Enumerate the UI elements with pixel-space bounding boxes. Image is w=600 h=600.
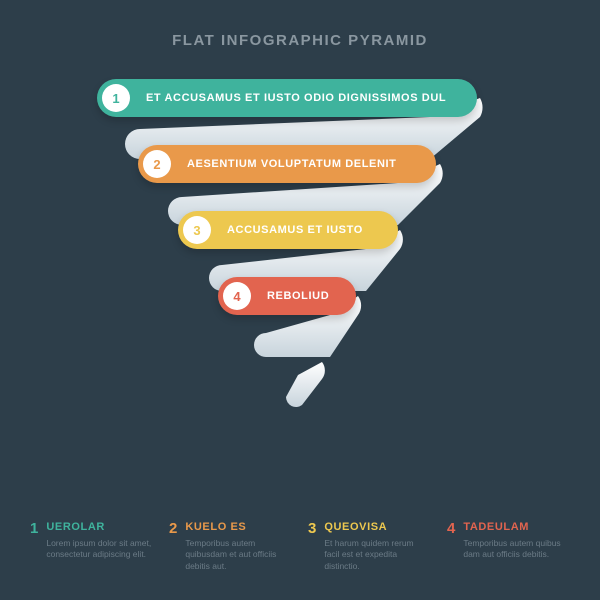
bar-label-1: ET ACCUSAMUS ET IUSTO ODIO DIGNISSIMOS D… xyxy=(146,92,446,104)
legend-title-3: QUEOVISA xyxy=(324,521,431,533)
pyramid-container: 1 ET ACCUSAMUS ET IUSTO ODIO DIGNISSIMOS… xyxy=(0,79,600,439)
legend-body-4: Temporibus autem quibus dam aut officiis… xyxy=(463,538,570,561)
legend-item-2: 2 KUELO ES Temporibus autem quibusdam et… xyxy=(169,521,292,572)
legend-num-4: 4 xyxy=(447,521,455,572)
legend-title-2: KUELO ES xyxy=(185,521,292,533)
legend-num-1: 1 xyxy=(30,521,38,572)
legend-num-3: 3 xyxy=(308,521,316,572)
bar-number-2: 2 xyxy=(143,150,171,178)
legend: 1 UEROLAR Lorem ipsum dolor sit amet, co… xyxy=(30,521,570,572)
legend-title-4: TADEULAM xyxy=(463,521,570,533)
legend-item-4: 4 TADEULAM Temporibus autem quibus dam a… xyxy=(447,521,570,572)
legend-num-2: 2 xyxy=(169,521,177,572)
bar-label-4: REBOLIUD xyxy=(267,290,329,302)
bar-number-1: 1 xyxy=(102,84,130,112)
legend-body-3: Et harum quidem rerum facil est et exped… xyxy=(324,538,431,572)
page-title: FLAT INFOGRAPHIC PYRAMID xyxy=(0,0,600,49)
legend-title-1: UEROLAR xyxy=(46,521,153,533)
bar-number-4: 4 xyxy=(223,282,251,310)
bar-label-3: ACCUSAMUS ET IUSTO xyxy=(227,224,363,236)
pyramid-bar-4: 4 REBOLIUD xyxy=(218,277,356,315)
legend-item-3: 3 QUEOVISA Et harum quidem rerum facil e… xyxy=(308,521,431,572)
pyramid-bar-1: 1 ET ACCUSAMUS ET IUSTO ODIO DIGNISSIMOS… xyxy=(97,79,477,117)
pyramid-bar-3: 3 ACCUSAMUS ET IUSTO xyxy=(178,211,398,249)
bar-number-3: 3 xyxy=(183,216,211,244)
legend-item-1: 1 UEROLAR Lorem ipsum dolor sit amet, co… xyxy=(30,521,153,572)
legend-body-1: Lorem ipsum dolor sit amet, consectetur … xyxy=(46,538,153,561)
pyramid-bar-2: 2 AESENTIUM VOLUPTATUM DELENIT xyxy=(138,145,436,183)
bar-label-2: AESENTIUM VOLUPTATUM DELENIT xyxy=(187,158,397,170)
legend-body-2: Temporibus autem quibusdam et aut offici… xyxy=(185,538,292,572)
spiral-shape xyxy=(90,79,510,419)
